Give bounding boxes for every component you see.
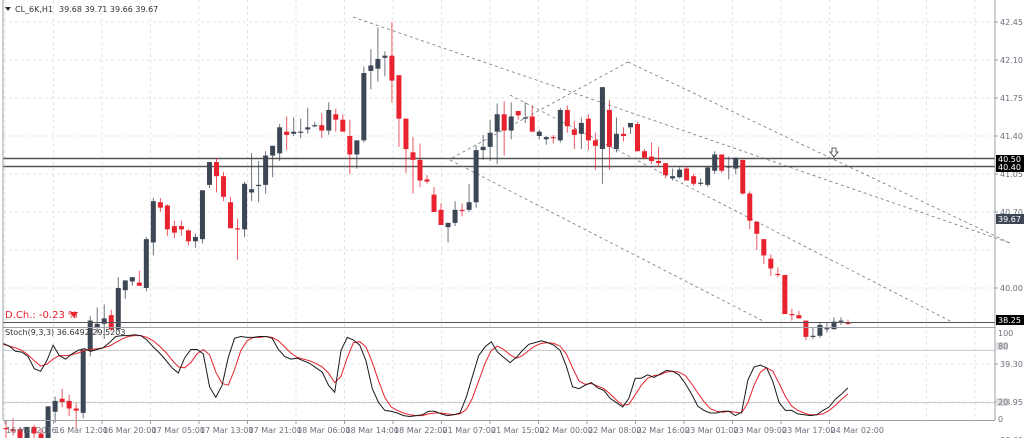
collapse-triangle-icon[interactable] [5, 7, 11, 11]
time-label: 18 Mar 22:00 [394, 426, 447, 435]
trendlines[interactable] [352, 16, 1011, 323]
stoch-level-20: 20 [998, 398, 1008, 407]
current-price-tag: 39.67 [996, 214, 1024, 224]
svg-text:40.50: 40.50 [998, 155, 1021, 164]
time-label: 21 Mar 07:00 [443, 426, 496, 435]
svg-text:40.40: 40.40 [998, 163, 1021, 172]
daily-change-label: D.Ch.: -0.23 % [5, 310, 77, 321]
time-label: 17 Mar 13:00 [200, 426, 253, 435]
price-tag-40-50: 40.50 [996, 155, 1024, 164]
time-label: 22 Mar 16:00 [637, 426, 690, 435]
price-axis[interactable]: 42.45 42.10 41.75 41.40 41.05 40.70 40.00 39.30… [995, 18, 1023, 438]
down-arrow-icon[interactable] [829, 147, 839, 158]
svg-text:39.67: 39.67 [998, 215, 1021, 224]
time-label: 16 Mar 20:00 [103, 426, 156, 435]
time-label: 23 Mar 01:00 [685, 426, 738, 435]
price-label: 41.75 [1000, 94, 1023, 103]
time-label: 18 Mar 06:00 [297, 426, 350, 435]
time-label: 17 Mar 05:00 [152, 426, 205, 435]
time-label: 22 Mar 08:00 [588, 426, 641, 435]
price-tag-40-40: 40.40 [996, 163, 1024, 172]
price-label: 41.40 [1000, 132, 1023, 141]
time-label: 17 Mar 21:00 [249, 426, 302, 435]
price-label: 38.60 [1000, 436, 1023, 438]
stoch-level-100: 100 [998, 329, 1013, 338]
down-triangle-icon [70, 312, 78, 318]
price-label: 42.10 [1000, 56, 1023, 65]
time-label: 23 Mar 09:00 [734, 426, 787, 435]
symbol-label: CL_6K,H1 39.68 39.71 39.66 39.67 [15, 5, 158, 14]
time-label: 24 Mar 02:00 [831, 426, 884, 435]
price-tag-38-25: 38.25 [996, 315, 1024, 325]
time-label: 18 Mar 14:00 [346, 426, 399, 435]
horizontal-levels[interactable] [3, 157, 995, 168]
stoch-level-0: 0 [998, 415, 1003, 424]
svg-text:38.25: 38.25 [998, 316, 1021, 325]
price-label: 40.70 [1000, 208, 1023, 217]
stoch-label: Stoch(9,3,3) 36.6492 29.5203 [5, 328, 125, 337]
price-label: 40.00 [1000, 284, 1023, 293]
time-label: 16 Mar 2016 [6, 426, 57, 435]
time-label: 22 Mar 00:00 [540, 426, 593, 435]
price-label: 38.95 [1000, 398, 1023, 407]
price-label: 42.45 [1000, 18, 1023, 27]
time-label: 16 Mar 12:00 [55, 426, 108, 435]
price-label: 39.30 [1000, 360, 1023, 369]
chart-grid [3, 0, 995, 420]
time-label: 21 Mar 15:00 [491, 426, 544, 435]
stoch-level-80: 80 [998, 342, 1008, 351]
price-label: 41.05 [1000, 170, 1023, 179]
stochastic-panel [2, 334, 849, 418]
time-label: 23 Mar 17:00 [782, 426, 835, 435]
